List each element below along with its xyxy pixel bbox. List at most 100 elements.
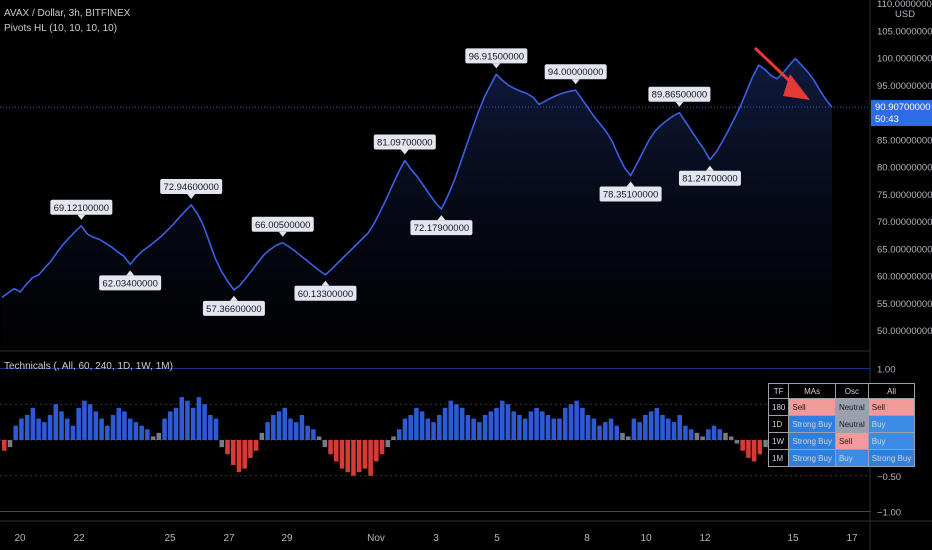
pivot-label-high: 94.00000000 [544,64,607,85]
osc-bar [385,440,391,448]
pivot-label-high: 72.94600000 [160,178,223,199]
pivot-pointer [626,181,635,187]
currency-label: USD [895,9,915,20]
osc-bar [19,418,24,440]
pivot-pointer [571,79,580,85]
osc-bar [585,414,591,440]
price-tick-label: 85.00000000 [877,135,932,146]
countdown-timer: 50:43 [875,114,899,125]
osc-bar [87,404,93,440]
pivot-box [251,216,314,232]
time-tick-label: 17 [846,533,858,544]
osc-bar [351,440,356,476]
osc-bar [568,404,574,440]
all-cell: Buy [867,432,916,450]
header-tf: TF [767,383,790,399]
pivot-label-high: 96.91500000 [465,48,528,69]
tf-cell: 1M [767,449,790,467]
osc-bar [419,411,425,440]
osc-bar [225,440,230,455]
osc-bar [24,414,30,440]
time-tick-label: 25 [164,533,176,544]
osc-bar [133,422,139,440]
pivot-label-low: 60.13300000 [294,280,357,301]
price-tick-label: 75.00000000 [877,190,932,201]
table-row: 1W Strong Buy Sell Buy [767,432,916,450]
time-tick-label: 29 [281,533,293,544]
pivot-box [648,86,711,102]
osc-bar [30,407,36,440]
time-tick-label: 5 [494,533,500,544]
price-tick-label: 70.00000000 [877,217,932,228]
price-line [1,57,833,298]
osc-tick-label: 1.00 [877,365,896,376]
all-cell: Sell [867,398,916,416]
osc-bar [236,440,242,473]
current-price-tag [871,100,932,127]
pivot-box [373,134,436,150]
osc-bar [728,436,734,440]
pivot-box [160,178,223,194]
osc-bar [431,422,436,440]
technicals-table: TF MAs Osc All 180 Sell Neutral Sell 1D … [767,383,916,467]
pivot-box [410,220,473,236]
osc-bar [425,418,431,440]
pivot-pointer [437,215,446,221]
osc-bar [614,425,620,440]
pivot-label-low: 72.17900000 [410,215,473,236]
time-tick-label: 12 [699,533,711,544]
indicator-title[interactable]: Pivots HL (10, 10, 10, 10) [4,23,118,34]
osc-bar [734,440,740,444]
osc-bar [328,440,333,455]
osc-bar [230,440,236,466]
osc-bar [648,411,654,440]
osc-bar [603,422,608,440]
osc-bar [64,418,70,440]
time-tick-label: 15 [787,533,799,544]
osc-bar [70,425,76,440]
pivot-value: 62.03400000 [102,278,157,289]
pivot-value: 89.86500000 [652,90,707,101]
time-tick-label: 22 [73,533,85,544]
osc-bar [293,422,299,440]
osc-bar [271,414,276,440]
osc-bar [562,407,568,440]
osc-bar [379,440,385,455]
table-header-row: TF MAs Osc All [767,383,916,399]
symbol-title[interactable]: AVAX / Dollar, 3h, BITFINEX [4,8,131,19]
osc-bar [488,411,494,440]
osc-bar [145,429,150,440]
osc-bar [459,407,465,440]
osc-bar [82,400,87,440]
osc-bar [213,418,219,440]
osc-bar [757,440,763,455]
osc-bar [505,404,511,440]
osc-bar [494,407,499,440]
osc-bar [253,440,259,451]
osc-bar [545,414,551,440]
pivot-box [599,186,662,202]
osc-bar [334,440,339,462]
osc-tick-label: −0.50 [877,472,901,483]
osc-bar [517,414,522,440]
osc-bar [666,418,671,440]
osc-bar [110,414,116,440]
pivot-value: 57.36600000 [206,304,261,315]
osc-bar [654,407,660,440]
pivot-box [465,48,528,64]
osc-cell: Neutral [834,398,869,416]
osc-bar [391,436,396,440]
technicals-title[interactable]: Technicals (, All, 60, 240, 1D, 1W, 1M) [4,361,173,372]
osc-bar [276,411,282,440]
pivot-label-low: 78.35100000 [599,181,662,202]
pivot-value: 94.00000000 [548,67,603,78]
pivot-pointer [126,270,135,276]
osc-bar [597,425,602,440]
pivot-pointer [229,295,238,301]
time-tick-label: 10 [640,533,652,544]
pivot-value: 72.94600000 [163,182,218,193]
osc-bar [534,407,539,440]
osc-bar [477,422,482,440]
osc-bar [746,440,751,458]
